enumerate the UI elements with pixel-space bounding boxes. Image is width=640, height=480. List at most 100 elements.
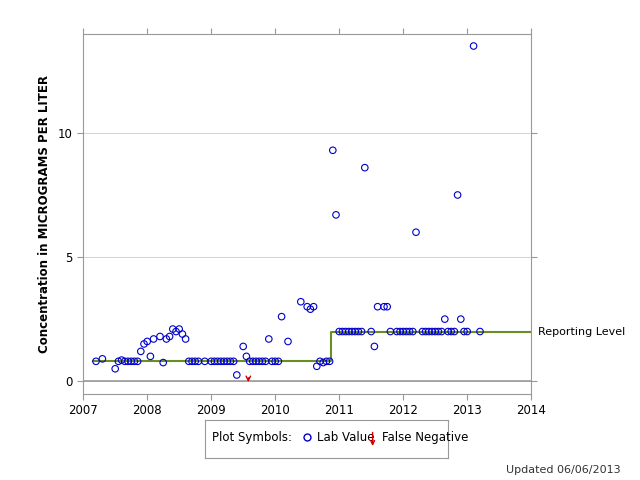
Point xyxy=(404,328,415,336)
Point xyxy=(254,358,264,365)
Point xyxy=(132,358,143,365)
Point xyxy=(270,358,280,365)
Point xyxy=(180,335,191,343)
Point xyxy=(395,328,405,336)
Point xyxy=(308,303,319,311)
Point xyxy=(475,328,485,336)
Point xyxy=(232,371,242,379)
Point xyxy=(209,358,220,365)
X-axis label: Analysis Date: Analysis Date xyxy=(254,424,360,438)
Point xyxy=(328,146,338,154)
Point xyxy=(155,333,165,340)
Point xyxy=(260,358,271,365)
Point xyxy=(347,328,357,336)
Point xyxy=(427,328,437,336)
Point xyxy=(424,328,434,336)
Point xyxy=(312,362,322,370)
Point xyxy=(372,303,383,311)
Point xyxy=(136,348,146,355)
Point xyxy=(190,358,200,365)
Point xyxy=(248,358,258,365)
Point xyxy=(353,328,364,336)
Point xyxy=(344,328,354,336)
Point xyxy=(401,328,412,336)
Point xyxy=(257,358,268,365)
Point xyxy=(283,337,293,345)
Point xyxy=(331,211,341,219)
Point xyxy=(168,325,178,333)
Point xyxy=(340,328,351,336)
Point xyxy=(417,328,428,336)
Point xyxy=(212,358,223,365)
Text: Reporting Level: Reporting Level xyxy=(538,326,625,336)
Point xyxy=(200,358,210,365)
Point xyxy=(225,358,236,365)
Point xyxy=(408,328,418,336)
Point xyxy=(449,328,460,336)
Point xyxy=(219,358,229,365)
Point xyxy=(177,330,188,338)
Point xyxy=(302,303,312,311)
Point xyxy=(350,328,360,336)
Point xyxy=(456,315,466,323)
Point xyxy=(452,191,463,199)
Text: False Negative: False Negative xyxy=(382,431,468,444)
Point xyxy=(120,358,130,365)
Point xyxy=(161,335,172,343)
Point xyxy=(459,328,469,336)
Point xyxy=(145,352,156,360)
Text: Plot Symbols:: Plot Symbols: xyxy=(212,431,292,444)
Point xyxy=(443,328,453,336)
Point xyxy=(158,359,168,366)
Point xyxy=(318,359,328,366)
Point xyxy=(436,328,447,336)
Point xyxy=(206,358,216,365)
Point xyxy=(113,358,124,365)
Point xyxy=(369,343,380,350)
Point xyxy=(382,303,392,311)
Point xyxy=(244,358,255,365)
Point xyxy=(392,328,402,336)
Point xyxy=(305,305,316,313)
Point xyxy=(238,343,248,350)
Point xyxy=(126,358,136,365)
Point xyxy=(193,358,204,365)
Point xyxy=(110,365,120,372)
Point xyxy=(379,303,389,311)
Point xyxy=(97,355,108,363)
Point xyxy=(337,328,348,336)
Point xyxy=(420,328,431,336)
Point xyxy=(315,358,325,365)
Point xyxy=(228,358,239,365)
Point xyxy=(385,328,396,336)
Point xyxy=(430,328,440,336)
Point xyxy=(276,313,287,321)
Point xyxy=(446,328,456,336)
Point xyxy=(123,358,133,365)
Point xyxy=(296,298,306,306)
Point xyxy=(440,315,450,323)
Point xyxy=(139,340,149,348)
Point xyxy=(184,358,194,365)
Point xyxy=(222,358,232,365)
Point xyxy=(187,358,197,365)
Point xyxy=(334,328,344,336)
Point xyxy=(462,328,472,336)
Point xyxy=(91,358,101,365)
Point xyxy=(264,335,274,343)
Y-axis label: Concentration in MICROGRAMS PER LITER: Concentration in MICROGRAMS PER LITER xyxy=(38,74,51,353)
Text: Lab Value: Lab Value xyxy=(317,431,374,444)
Point xyxy=(468,42,479,50)
Point xyxy=(356,328,367,336)
Point xyxy=(148,335,159,343)
Point xyxy=(241,352,252,360)
Point xyxy=(142,337,152,345)
Point xyxy=(321,358,332,365)
Point xyxy=(398,328,408,336)
Point xyxy=(267,358,277,365)
Point xyxy=(324,358,335,365)
Point xyxy=(433,328,444,336)
Point xyxy=(216,358,226,365)
Point xyxy=(129,358,140,365)
Point xyxy=(174,325,184,333)
